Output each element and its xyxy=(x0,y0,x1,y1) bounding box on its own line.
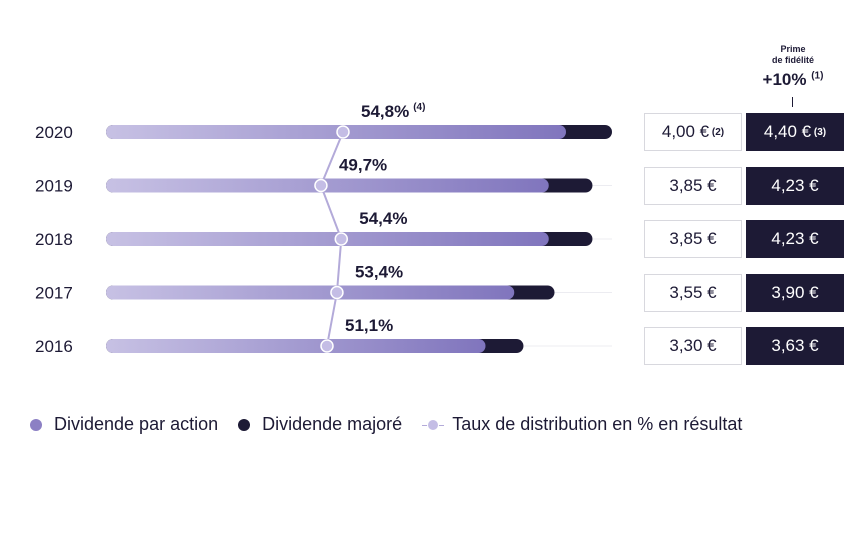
dpa-footnote: (2) xyxy=(709,126,725,138)
value-box-majore: 4,23 € xyxy=(746,220,844,258)
payout-label: 49,7% xyxy=(339,156,387,175)
value-box-majore: 4,23 € xyxy=(746,166,844,205)
payout-point xyxy=(336,125,350,139)
value-box-majore: 3,63 € xyxy=(746,327,844,365)
payout-label: 54,4% xyxy=(359,209,407,228)
bar-dividende-par-action xyxy=(106,125,566,139)
legend-swatch-taux xyxy=(422,418,445,431)
payout-label: 54,8% (4) xyxy=(361,102,425,121)
majore-footnote: (3) xyxy=(811,126,827,138)
year-label: 2020 xyxy=(35,123,73,142)
prime-title-line1: Prime xyxy=(780,44,806,54)
legend-swatch-dpa xyxy=(30,418,42,431)
payout-point xyxy=(314,178,328,193)
legend-label-taux: Taux de distribution en % en résultat xyxy=(452,414,743,434)
value-box-dpa: 3,30 € xyxy=(644,327,742,365)
legend-label-dpa: Dividende par action xyxy=(54,414,219,434)
value-box-dpa: 3,85 € xyxy=(644,220,742,258)
legend-item-dpa: Dividende par action xyxy=(30,414,218,435)
prime-percentage: +10% (1) xyxy=(762,70,824,89)
year-label: 2017 xyxy=(35,284,73,303)
legend-label-majore: Dividende majoré xyxy=(262,414,403,434)
year-label: 2016 xyxy=(35,337,73,356)
value-box-dpa: 3,55 € xyxy=(644,273,742,312)
payout-label: 53,4% xyxy=(355,263,403,282)
legend-item-taux: Taux de distribution en % en résultat xyxy=(422,414,742,435)
bar-dividende-par-action xyxy=(106,232,549,246)
prime-tick xyxy=(792,97,793,107)
legend-item-majore: Dividende majoré xyxy=(238,414,402,435)
payout-point xyxy=(330,285,344,300)
value-box-majore: 4,40 € (3) xyxy=(746,113,844,151)
year-label: 2019 xyxy=(35,177,73,196)
value-box-majore: 3,90 € xyxy=(746,273,844,312)
payout-footnote: (4) xyxy=(413,102,425,113)
bar-dividende-par-action xyxy=(106,285,515,300)
legend-swatch-majore xyxy=(238,418,251,431)
payout-label: 51,1% xyxy=(345,316,393,335)
payout-point xyxy=(334,232,349,246)
bar-dividende-par-action xyxy=(106,339,486,353)
payout-point xyxy=(320,339,334,353)
year-label: 2018 xyxy=(35,230,73,249)
legend: Dividende par action Dividende majoré Ta… xyxy=(30,414,762,435)
value-box-dpa: 4,00 € (2) xyxy=(644,113,742,151)
value-box-dpa: 3,85 € xyxy=(644,166,742,205)
prime-title-line2: de fidélité xyxy=(771,55,814,65)
